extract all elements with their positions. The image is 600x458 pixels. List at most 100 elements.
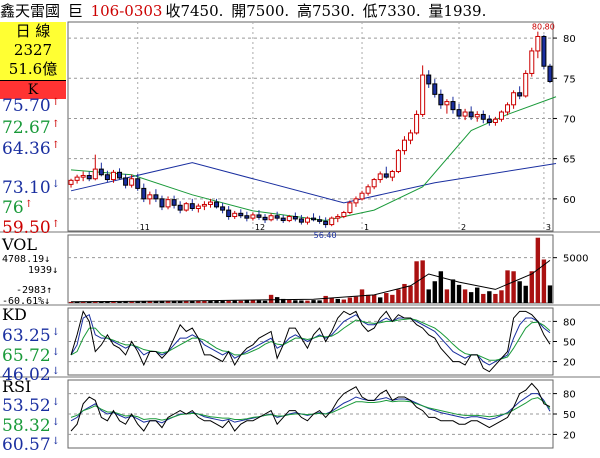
period-box: 日 線 2327 51.6億 (0, 22, 66, 81)
candle-body (432, 83, 438, 95)
candle-body (529, 50, 535, 74)
vol-label: VOL (2, 235, 38, 254)
high-price: 高7530. (296, 2, 355, 20)
candle-body (147, 194, 153, 200)
ma-value: 59.50↑ (2, 218, 60, 241)
candle-body (220, 206, 226, 211)
ma-value-arrow-icon: ↑ (24, 199, 34, 210)
volume-bar (111, 301, 116, 303)
volume-bar (244, 300, 250, 303)
volume-bar (256, 300, 262, 303)
kd-value: 63.25↓ (2, 326, 60, 349)
candle-body (456, 109, 462, 117)
candle-body (408, 132, 414, 141)
volume-bar (262, 300, 268, 303)
volume-bar (408, 285, 413, 303)
kd-value-arrow-icon: ↓ (51, 347, 61, 358)
code-prefix: 巨 (67, 2, 83, 20)
volume-bar (129, 301, 134, 303)
rsi-line (70, 382, 551, 432)
k-label: K (0, 81, 66, 99)
panel-frame-volume (67, 234, 554, 304)
volume-bar (165, 301, 171, 303)
volume-bar (87, 301, 92, 303)
candle-body (117, 171, 123, 179)
candle-body (371, 179, 377, 188)
volume-bar (329, 297, 334, 303)
volume-bar (250, 300, 256, 303)
candle-body (159, 198, 165, 208)
y-tick-label: 80 (563, 317, 576, 328)
candle-body (195, 205, 201, 209)
volume-bar (499, 290, 504, 303)
ma-value-arrow-icon: ↑ (51, 219, 61, 230)
candle-body (201, 203, 207, 207)
candle-body (214, 201, 220, 208)
candle-body (420, 74, 426, 115)
x-tick-label: 2 (461, 223, 466, 232)
vol-value: 4708.19↓ (2, 254, 50, 265)
candle-body (401, 139, 407, 152)
candle-body (189, 203, 195, 209)
volume-bar (208, 301, 213, 303)
y-tick-label: 50 (563, 410, 576, 421)
volume-bar (481, 293, 486, 303)
candle-body (123, 177, 129, 186)
candle-body (426, 74, 432, 85)
candle-body (347, 202, 353, 214)
rsi-value-text: 60.57 (2, 435, 51, 455)
candle-body (74, 176, 80, 181)
rsi-value-text: 58.32 (2, 416, 51, 436)
volume-bar (117, 301, 122, 303)
ma-value-text: 75.70 (2, 96, 51, 116)
y-tick-label: 60 (563, 195, 576, 206)
candle-body (262, 216, 268, 221)
y-tick-label: 65 (563, 155, 576, 166)
candle-body (292, 216, 298, 220)
volume-bar (390, 294, 395, 303)
volume-bar (147, 301, 153, 303)
open-price: 開7500. (231, 2, 290, 20)
kd-value-text: 65.72 (2, 346, 51, 366)
candle-body (450, 101, 456, 111)
vol-value-text: -60.61% (2, 296, 45, 307)
candle-body (511, 92, 517, 106)
candle-body (395, 150, 401, 173)
candle-body (171, 199, 177, 206)
volume-bar (159, 300, 165, 303)
volume-bar (135, 301, 140, 303)
y-tick-label: 5000 (563, 254, 588, 265)
candle-body (304, 217, 310, 223)
volume-bar (396, 289, 401, 303)
candle-body (517, 92, 523, 97)
volume-bar (523, 285, 528, 303)
volume-bar (317, 300, 322, 303)
candle-body (80, 175, 86, 178)
candle-body (268, 215, 274, 221)
candle-body (129, 178, 135, 186)
volume-bar (268, 294, 274, 303)
volume-bar (475, 287, 480, 303)
x-tick-label: 3 (546, 223, 551, 232)
volume-bar (371, 294, 377, 303)
volume-bar (202, 300, 207, 303)
vol-value-arrow-icon: ↓ (52, 265, 59, 276)
candle-body (480, 113, 486, 120)
candle-body (104, 174, 110, 181)
y-tick-label: 75 (563, 74, 576, 85)
vol-value-text: 1939 (28, 265, 53, 276)
volume-bar (99, 301, 104, 303)
y-tick-label: 50 (563, 338, 576, 349)
y-tick-label: 20 (563, 358, 576, 369)
candle-body (492, 118, 498, 123)
close-price: 收7450. (165, 2, 224, 20)
rsi-value: 53.52↓ (2, 396, 60, 419)
candle-body (165, 199, 171, 208)
kd-value: 65.72↓ (2, 346, 60, 369)
volume-bar (462, 289, 468, 303)
candle-body (541, 35, 547, 67)
volume-bar (493, 293, 498, 303)
candle-body (135, 178, 141, 189)
kd-value-text: 46.02 (2, 365, 51, 385)
